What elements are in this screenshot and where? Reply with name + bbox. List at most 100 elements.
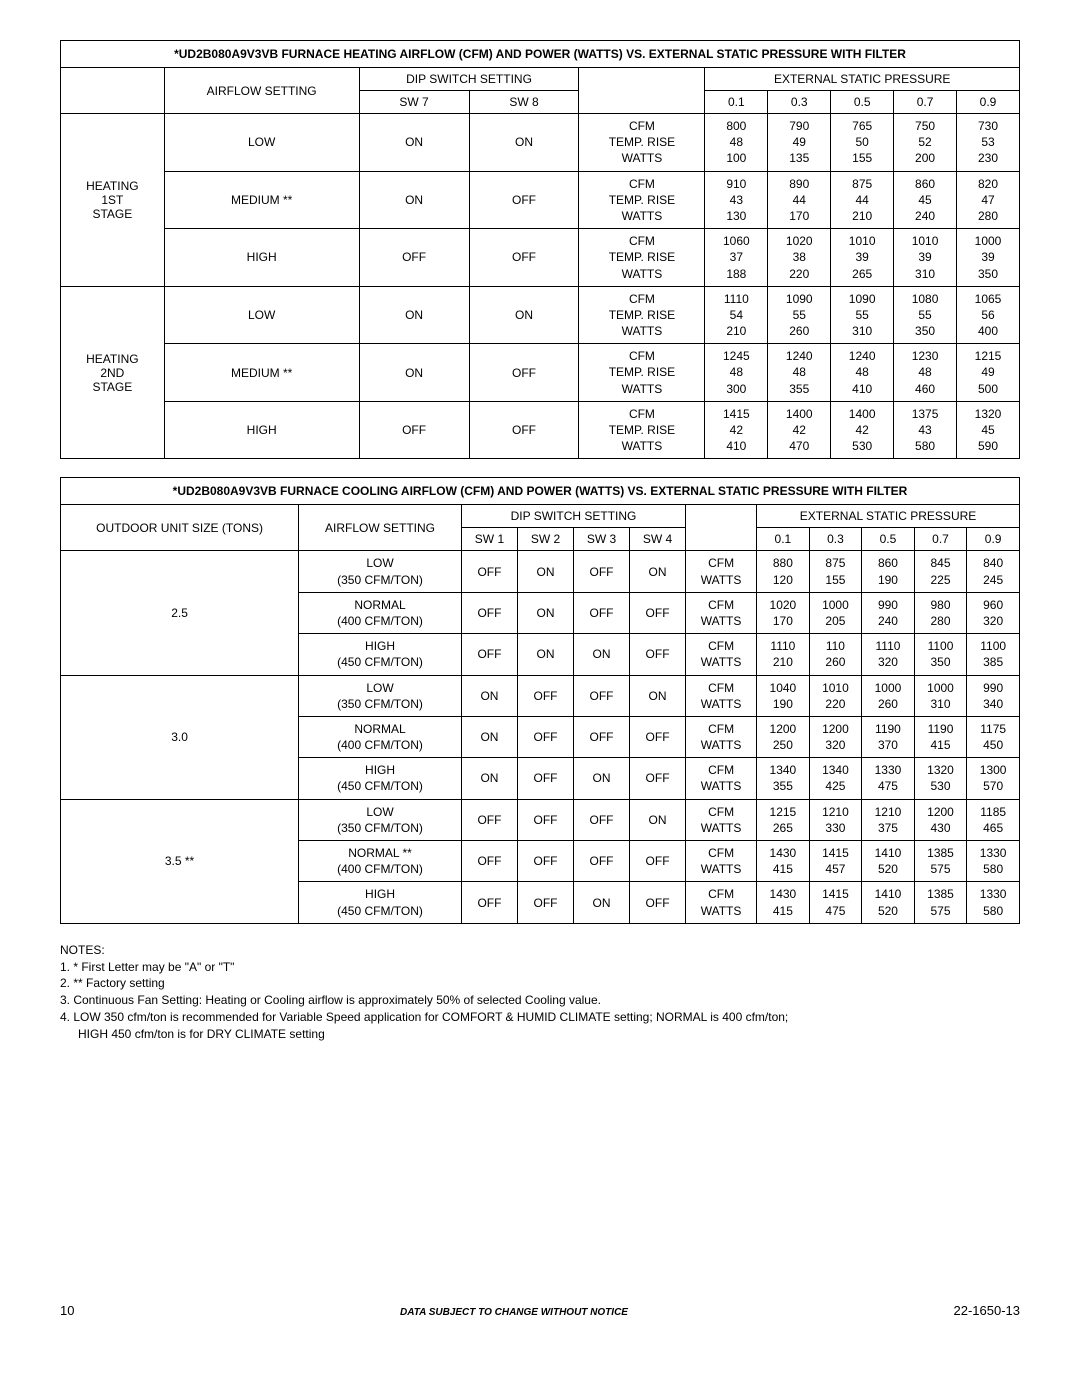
airflow-setting: HIGH(450 CFM/TON) xyxy=(299,758,462,799)
airflow-setting: LOW xyxy=(164,114,359,172)
sw3-val: OFF xyxy=(574,716,630,757)
airflow-setting: LOW(350 CFM/TON) xyxy=(299,551,462,592)
data-cell: 108055350 xyxy=(894,286,957,344)
sw1-val: OFF xyxy=(461,799,517,840)
outdoor-size: 2.5 xyxy=(61,551,299,675)
metric-labels: CFMTEMP. RISEWATTS xyxy=(579,229,705,287)
data-cell: 141542410 xyxy=(705,401,768,459)
data-cell: 140042470 xyxy=(768,401,831,459)
airflow-setting: LOW xyxy=(164,286,359,344)
sw2-val: ON xyxy=(517,551,573,592)
data-cell: 109055310 xyxy=(831,286,894,344)
sw4-val: ON xyxy=(630,551,686,592)
press-1: 0.3 xyxy=(768,91,831,114)
data-cell: 1200430 xyxy=(914,799,967,840)
metric-labels: CFMWATTS xyxy=(686,841,757,882)
hdr-sw4: SW 4 xyxy=(630,528,686,551)
data-cell: 106037188 xyxy=(705,229,768,287)
sw1-val: OFF xyxy=(461,592,517,633)
data-cell: 1110210 xyxy=(757,634,810,675)
cpress-3: 0.7 xyxy=(914,528,967,551)
data-cell: 1330580 xyxy=(967,882,1020,923)
data-cell: 106556400 xyxy=(957,286,1020,344)
data-cell: 1300570 xyxy=(967,758,1020,799)
data-cell: 101039310 xyxy=(894,229,957,287)
airflow-setting: MEDIUM ** xyxy=(164,344,359,402)
hdr-metric-blank-c xyxy=(686,505,757,551)
data-cell: 990240 xyxy=(862,592,915,633)
data-cell: 80048100 xyxy=(705,114,768,172)
data-cell: 1190415 xyxy=(914,716,967,757)
cpress-1: 0.3 xyxy=(809,528,862,551)
airflow-setting: NORMAL(400 CFM/TON) xyxy=(299,592,462,633)
hdr-airflow-c: AIRFLOW SETTING xyxy=(299,505,462,551)
sw3-val: ON xyxy=(574,758,630,799)
data-cell: 124548300 xyxy=(705,344,768,402)
data-cell: 1010220 xyxy=(809,675,862,716)
sw2-val: ON xyxy=(517,592,573,633)
airflow-setting: HIGH xyxy=(164,401,359,459)
sw8-val: OFF xyxy=(469,171,579,229)
sw3-val: OFF xyxy=(574,675,630,716)
cpress-4: 0.9 xyxy=(967,528,1020,551)
metric-labels: CFMTEMP. RISEWATTS xyxy=(579,171,705,229)
data-cell: 132045590 xyxy=(957,401,1020,459)
metric-labels: CFMWATTS xyxy=(686,634,757,675)
press-3: 0.7 xyxy=(894,91,957,114)
data-cell: 1385575 xyxy=(914,882,967,923)
hdr-esp-c: EXTERNAL STATIC PRESSURE xyxy=(757,505,1020,528)
sw8-val: OFF xyxy=(469,344,579,402)
data-cell: 124048410 xyxy=(831,344,894,402)
sw8-val: ON xyxy=(469,114,579,172)
data-cell: 121549500 xyxy=(957,344,1020,402)
sw4-val: OFF xyxy=(630,758,686,799)
hdr-esp: EXTERNAL STATIC PRESSURE xyxy=(705,68,1020,91)
data-cell: 1330475 xyxy=(862,758,915,799)
data-cell: 1430415 xyxy=(757,841,810,882)
sw4-val: OFF xyxy=(630,592,686,633)
sw2-val: OFF xyxy=(517,799,573,840)
airflow-setting: NORMAL(400 CFM/TON) xyxy=(299,716,462,757)
note-1: 1. * First Letter may be "A" or "T" xyxy=(60,959,1020,976)
data-cell: 1210375 xyxy=(862,799,915,840)
data-cell: 875155 xyxy=(809,551,862,592)
note-4b: HIGH 450 cfm/ton is for DRY CLIMATE sett… xyxy=(60,1026,1020,1043)
data-cell: 1200250 xyxy=(757,716,810,757)
metric-labels: CFMTEMP. RISEWATTS xyxy=(579,344,705,402)
sw4-val: OFF xyxy=(630,841,686,882)
data-cell: 1430415 xyxy=(757,882,810,923)
data-cell: 137543580 xyxy=(894,401,957,459)
sw7-val: OFF xyxy=(359,401,469,459)
stage-label: HEATING1STSTAGE xyxy=(61,114,165,287)
sw8-val: OFF xyxy=(469,401,579,459)
sw1-val: OFF xyxy=(461,882,517,923)
data-cell: 91043130 xyxy=(705,171,768,229)
data-cell: 840245 xyxy=(967,551,1020,592)
sw2-val: ON xyxy=(517,634,573,675)
data-cell: 1385575 xyxy=(914,841,967,882)
sw4-val: OFF xyxy=(630,882,686,923)
data-cell: 1340355 xyxy=(757,758,810,799)
press-4: 0.9 xyxy=(957,91,1020,114)
data-cell: 123048460 xyxy=(894,344,957,402)
sw7-val: ON xyxy=(359,114,469,172)
sw2-val: OFF xyxy=(517,675,573,716)
data-cell: 1000310 xyxy=(914,675,967,716)
data-cell: 1410520 xyxy=(862,841,915,882)
page-number: 10 xyxy=(60,1303,74,1318)
data-cell: 1175450 xyxy=(967,716,1020,757)
cpress-0: 0.1 xyxy=(757,528,810,551)
data-cell: 1185465 xyxy=(967,799,1020,840)
data-cell: 1200320 xyxy=(809,716,862,757)
sw1-val: ON xyxy=(461,675,517,716)
data-cell: 75052200 xyxy=(894,114,957,172)
hdr-sw3: SW 3 xyxy=(574,528,630,551)
data-cell: 101039265 xyxy=(831,229,894,287)
data-cell: 102038220 xyxy=(768,229,831,287)
sw3-val: OFF xyxy=(574,551,630,592)
airflow-setting: MEDIUM ** xyxy=(164,171,359,229)
footer-disclaimer: DATA SUBJECT TO CHANGE WITHOUT NOTICE xyxy=(400,1307,628,1318)
sw4-val: OFF xyxy=(630,634,686,675)
data-cell: 1410520 xyxy=(862,882,915,923)
data-cell: 880120 xyxy=(757,551,810,592)
